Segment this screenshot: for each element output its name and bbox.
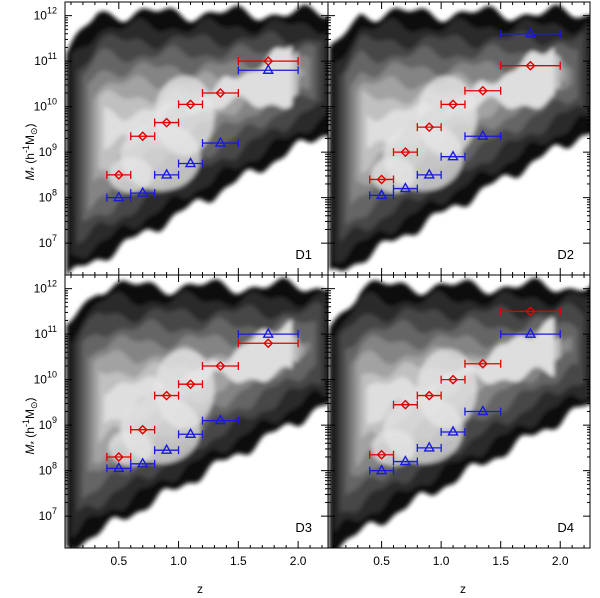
- data-point-triangle: [447, 425, 459, 436]
- panel-d4: 0.5 1.0 1.5 2.0 D4: [327, 274, 591, 568]
- blue-triangle-series: [369, 27, 561, 200]
- data-point-diamond: [477, 85, 488, 96]
- x-tick-label: 1.5: [230, 554, 247, 568]
- data-point-triangle: [160, 443, 173, 454]
- density-peak-2: [154, 348, 215, 429]
- density-contours: [329, 4, 590, 272]
- data-point-diamond: [137, 424, 148, 435]
- data-point-triangle: [375, 188, 388, 200]
- data-point-diamond: [477, 358, 488, 369]
- data-point-diamond: [525, 306, 536, 317]
- data-point-triangle: [423, 168, 435, 179]
- y-tick-label: 109: [39, 415, 57, 432]
- y-axis-title-bottom: M* (h-1M⊙): [21, 397, 39, 454]
- panel-label: D3: [295, 520, 312, 535]
- data-point-triangle: [375, 464, 388, 475]
- density-contours: [66, 277, 328, 548]
- y-tick-label: 107: [39, 506, 57, 523]
- data-point-triangle: [399, 182, 412, 193]
- panel-label: D2: [557, 247, 574, 262]
- panels-group: 107 108 109 1010 1011 1012 D1 D2 0.5 1.0 1.5 2.0 107…: [34, 1, 591, 568]
- x-tick-label: 0.5: [373, 554, 390, 568]
- y-tick-label: 1010: [34, 370, 57, 387]
- panel-d3: 0.5 1.0 1.5 2.0 107 108 109 1010 1011 1012 D3: [34, 274, 329, 568]
- data-point-diamond: [185, 99, 196, 110]
- data-point-triangle: [137, 457, 149, 468]
- y-tick-label: 107: [39, 233, 57, 250]
- data-point-diamond: [424, 390, 435, 401]
- y-tick-label: 108: [39, 461, 57, 478]
- red-diamond-series: [106, 56, 299, 180]
- red-diamond-series: [369, 60, 561, 185]
- contour-level-6: [356, 67, 567, 186]
- data-point-diamond: [400, 147, 411, 158]
- data-point-triangle: [262, 327, 274, 338]
- data-point-triangle: [184, 157, 197, 168]
- data-point-diamond: [215, 361, 226, 371]
- panel-label: D1: [295, 247, 312, 262]
- data-point-triangle: [524, 327, 537, 338]
- x-tick-label: 0.5: [110, 554, 127, 568]
- data-point-triangle: [399, 455, 412, 466]
- density-peak-2: [417, 348, 478, 429]
- data-point-diamond: [400, 399, 411, 410]
- red-diamond-series: [106, 338, 299, 462]
- data-point-triangle: [477, 405, 489, 416]
- y-tick-label: 1012: [34, 6, 57, 23]
- data-point-diamond: [137, 131, 148, 142]
- y-tick-label: 1012: [34, 279, 57, 296]
- data-point-triangle: [477, 129, 489, 140]
- data-point-triangle: [113, 461, 125, 473]
- y-tick-label: 1010: [34, 97, 57, 114]
- panel-label: D4: [557, 520, 574, 535]
- x-tick-label: 2.0: [290, 554, 307, 568]
- x-tick-label: 2.0: [552, 554, 569, 568]
- data-point-triangle: [447, 150, 459, 161]
- data-point-triangle: [160, 168, 173, 179]
- x-tick-label: 1.0: [170, 554, 187, 568]
- data-point-diamond: [376, 449, 387, 460]
- data-point-diamond: [113, 169, 124, 180]
- data-point-diamond: [161, 117, 172, 128]
- x-axis-title-right: z: [460, 582, 466, 596]
- x-axis-title-left: z: [197, 582, 203, 596]
- data-point-diamond: [376, 174, 387, 185]
- density-contours: [329, 277, 590, 548]
- data-point-triangle: [262, 63, 274, 74]
- blue-triangle-series: [106, 327, 299, 473]
- panel-d1: 107 108 109 1010 1011 1012 D1: [34, 1, 329, 276]
- data-point-triangle: [423, 441, 435, 452]
- density-contours: [66, 4, 328, 275]
- data-point-diamond: [448, 374, 459, 385]
- data-point-triangle: [137, 186, 149, 197]
- data-point-diamond: [263, 338, 274, 349]
- blue-triangle-series: [106, 63, 299, 202]
- density-peak-2: [417, 75, 478, 156]
- y-tick-label: 1011: [34, 51, 57, 68]
- y-tick-label: 1011: [34, 324, 57, 341]
- blue-triangle-series: [369, 327, 561, 475]
- data-point-diamond: [185, 379, 196, 390]
- y-tick-label: 108: [39, 188, 57, 205]
- data-point-diamond: [161, 390, 172, 401]
- data-point-diamond: [424, 122, 435, 133]
- red-diamond-series: [369, 306, 561, 460]
- panel-d2: D2: [327, 1, 591, 276]
- y-tick-label: 109: [39, 142, 57, 159]
- contour-level-6: [93, 68, 305, 182]
- data-point-triangle: [524, 27, 537, 38]
- data-point-triangle: [214, 136, 227, 147]
- data-point-diamond: [215, 88, 226, 98]
- data-point-diamond: [448, 99, 459, 110]
- x-tick-label: 1.0: [433, 554, 450, 568]
- data-point-triangle: [214, 414, 227, 425]
- data-point-diamond: [113, 452, 124, 462]
- x-tick-label: 1.5: [492, 554, 509, 568]
- y-axis-title-top: M* (h-1M⊙): [21, 123, 39, 180]
- data-point-diamond: [525, 60, 536, 71]
- density-peak-2: [154, 75, 215, 156]
- data-point-triangle: [113, 191, 125, 202]
- data-point-triangle: [184, 427, 197, 438]
